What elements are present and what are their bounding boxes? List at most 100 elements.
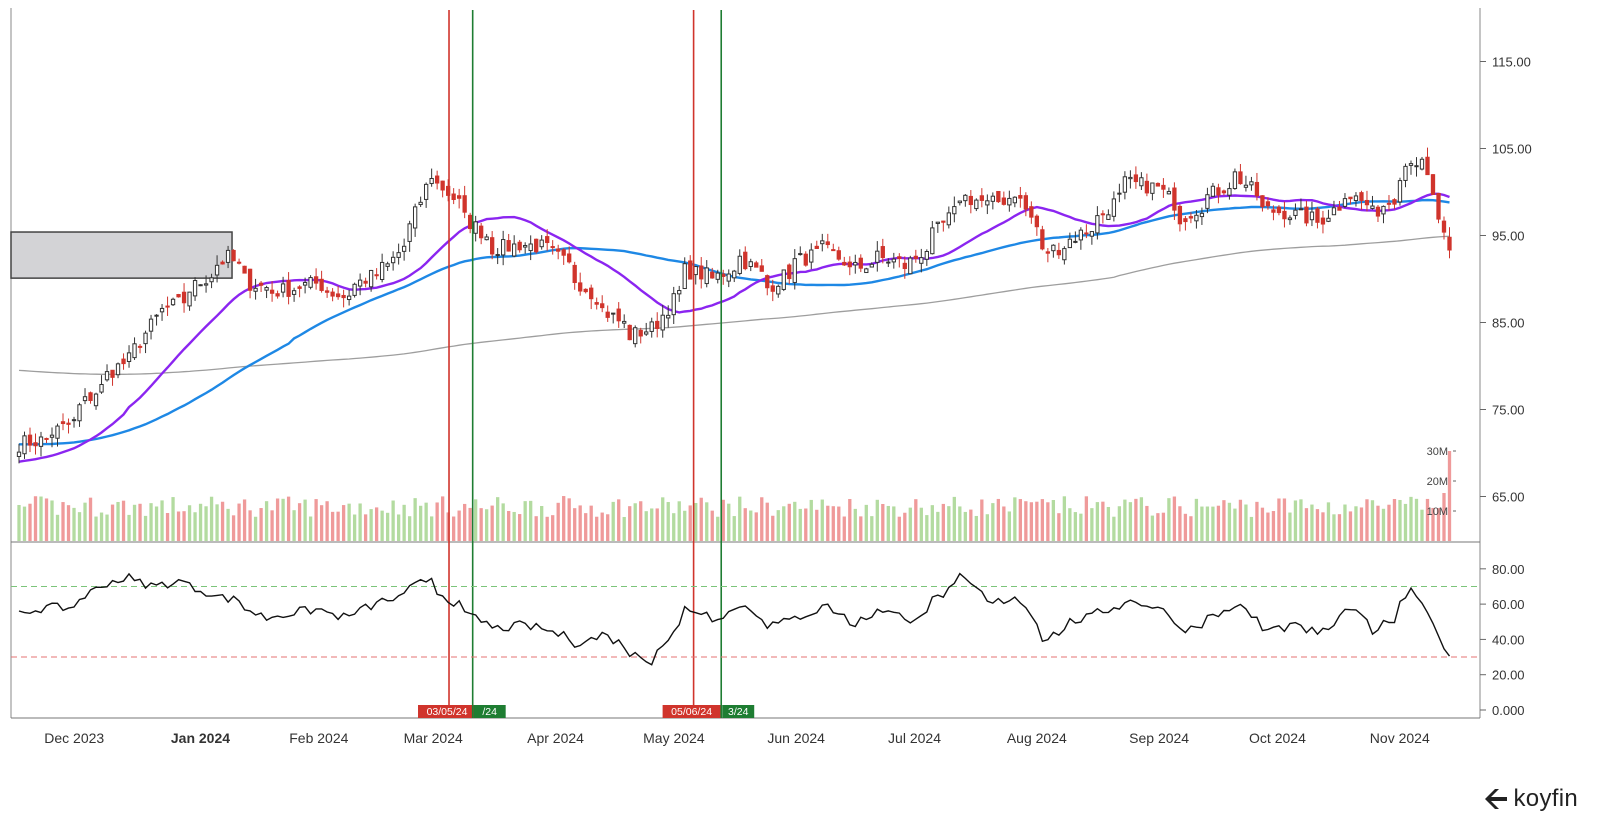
volume-bar [771, 515, 775, 541]
volume-bar [1200, 506, 1204, 541]
volume-bar [88, 497, 93, 541]
buy-signal-label: 3/24 [728, 706, 749, 718]
candle-body [280, 283, 286, 293]
candle-body [952, 206, 957, 215]
volume-bar [716, 516, 720, 541]
candle-body [847, 261, 852, 268]
volume-bar [903, 512, 907, 541]
volume-bar [396, 514, 401, 541]
volume-bar [1271, 511, 1276, 541]
candle-body [1353, 195, 1359, 202]
volume-bar [418, 505, 423, 541]
candle-body [33, 442, 38, 447]
candle-body [1326, 217, 1331, 222]
candle-body [1128, 176, 1133, 180]
candle-body [798, 253, 803, 256]
volume-bar [826, 505, 830, 541]
candle-body [649, 321, 654, 332]
candle-body [412, 206, 418, 229]
candle-body [1375, 206, 1381, 217]
volume-bar [595, 516, 599, 541]
volume-bar [1403, 503, 1408, 541]
candle-body [1172, 187, 1177, 211]
volume-bar [1046, 502, 1050, 541]
volume-bar [606, 514, 610, 541]
volume-bar [132, 504, 137, 541]
koyfin-logo-icon [1484, 789, 1507, 809]
volume-bar [1172, 496, 1177, 541]
candle-body [1254, 181, 1260, 197]
osc-tick-label: 80.00 [1492, 562, 1525, 577]
volume-bar [672, 513, 676, 541]
volume-bar [573, 508, 577, 541]
candle-body [1133, 174, 1139, 183]
candle-body [974, 199, 979, 210]
volume-bar [1436, 508, 1441, 541]
volume-bar [688, 505, 692, 541]
candle-body [765, 275, 770, 289]
candle-body [99, 383, 104, 393]
volume-bar [143, 515, 148, 541]
osc-tick-label: 60.00 [1492, 597, 1525, 612]
volume-bar [319, 505, 324, 541]
volume-bar [1112, 516, 1116, 541]
candle-body [1018, 195, 1023, 199]
volume-bar [1249, 516, 1254, 541]
candle-body [1062, 248, 1067, 261]
candle-body [1436, 192, 1441, 220]
candle-body [1348, 196, 1353, 200]
candle-body [93, 393, 99, 407]
volume-bar [710, 510, 714, 541]
volume-bar [297, 503, 302, 541]
volume-bar [886, 505, 890, 541]
candle-body [407, 223, 412, 242]
volume-bar [209, 496, 214, 541]
x-tick-label: Jun 2024 [767, 730, 825, 746]
volume-bar [501, 503, 505, 541]
sell-signal-label: 05/06/24 [671, 706, 712, 718]
candle-body [275, 293, 280, 297]
volume-bar [485, 509, 489, 541]
candle-body [1419, 158, 1425, 170]
candle-body [776, 285, 781, 295]
candle-body [908, 257, 913, 275]
candle-body [1309, 211, 1315, 221]
candle-body [297, 286, 302, 289]
candle-body [682, 263, 687, 290]
candle-body [374, 274, 379, 277]
volume-bar [138, 503, 142, 541]
candle-body [1007, 197, 1012, 206]
candle-body [1122, 176, 1128, 193]
volume-bar [611, 501, 615, 541]
candle-body [759, 265, 764, 272]
candle-body [864, 268, 869, 274]
volume-bar [1123, 499, 1127, 541]
candle-body [616, 308, 621, 322]
candle-body [137, 345, 143, 348]
volume-bar [242, 499, 247, 541]
volume-bar [1304, 508, 1309, 541]
volume-bar [633, 503, 637, 541]
candle-body [66, 422, 71, 425]
candle-body [242, 265, 247, 274]
volume-bar [374, 507, 379, 541]
candle-body [721, 273, 726, 277]
candle-body [996, 190, 1001, 203]
volume-bar [1057, 513, 1061, 541]
volume-bar [127, 514, 131, 541]
volume-bar [407, 516, 412, 541]
candle-body [1441, 220, 1447, 233]
volume-bar [1189, 516, 1193, 541]
volume-bar [1024, 501, 1028, 541]
volume-bar [936, 511, 940, 541]
volume-bar [50, 500, 54, 541]
volume-bar [61, 502, 65, 541]
volume-bar [749, 510, 753, 541]
volume-bar [1178, 506, 1182, 541]
volume-bar [468, 507, 472, 541]
candle-body [897, 256, 902, 260]
volume-bar [259, 508, 263, 541]
candle-body [1166, 191, 1172, 195]
candle-body [440, 180, 445, 191]
